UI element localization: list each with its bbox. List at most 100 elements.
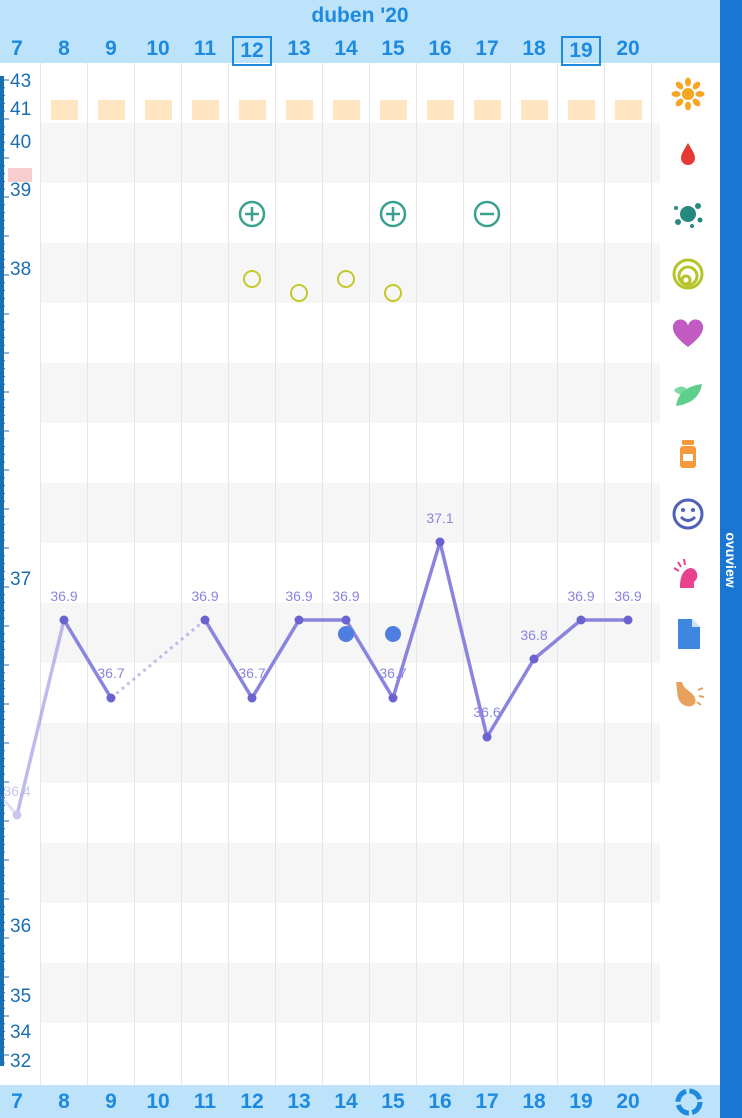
data-point — [200, 615, 210, 625]
footer-day-12[interactable]: 12 — [240, 1090, 264, 1113]
header-day-15[interactable]: 15 — [381, 37, 405, 60]
fertile-marker — [192, 100, 219, 120]
footer-day-16[interactable]: 16 — [428, 1090, 452, 1113]
splash-icon[interactable] — [670, 196, 706, 232]
sun-icon[interactable] — [670, 76, 706, 112]
header-day-18[interactable]: 18 — [522, 37, 546, 60]
header-day-11[interactable]: 11 — [193, 37, 217, 60]
fertile-marker — [568, 100, 595, 120]
fertile-marker — [286, 100, 313, 120]
data-point — [247, 693, 257, 703]
footer-day-11[interactable]: 11 — [193, 1090, 217, 1113]
footer-day-19[interactable]: 19 — [569, 1090, 593, 1113]
data-point — [59, 615, 69, 625]
data-point — [341, 615, 351, 625]
footer-day-14[interactable]: 14 — [334, 1090, 358, 1113]
data-label: 36.7 — [379, 665, 406, 681]
y-axis-label: 43 — [10, 71, 32, 92]
series-segment — [15, 618, 66, 817]
data-label: 36.9 — [567, 588, 594, 604]
fertile-marker — [333, 100, 360, 120]
header-day-20[interactable]: 20 — [616, 37, 640, 60]
y-axis-label: 37 — [10, 569, 32, 590]
concentric-rings-icon[interactable] — [670, 256, 706, 292]
y-axis-label: 36 — [10, 916, 32, 937]
footer-day-13[interactable]: 13 — [287, 1090, 311, 1113]
temperature-chart[interactable]: 36.4 36.9 36.7 36.9 36.7 36.9 36.9 36.7 37.1 36.6… — [0, 0, 720, 1118]
fertile-marker — [145, 100, 172, 120]
footer-day-10[interactable]: 10 — [146, 1090, 170, 1113]
test-positive-icon — [379, 200, 407, 228]
leaf-icon[interactable] — [670, 376, 706, 412]
data-point — [482, 732, 492, 742]
cervical-mark — [243, 270, 261, 288]
pill-bottle-icon[interactable] — [670, 436, 706, 472]
fertile-marker — [427, 100, 454, 120]
footer-day-18[interactable]: 18 — [522, 1090, 546, 1113]
fertile-marker — [380, 100, 407, 120]
cervical-mark — [337, 270, 355, 288]
series-segment — [250, 618, 301, 700]
month-label: duben '20 — [311, 4, 409, 27]
y-axis-label: 39 — [10, 180, 32, 201]
data-point — [576, 615, 586, 625]
breast-icon[interactable] — [670, 676, 706, 712]
footer-day-7[interactable]: 7 — [11, 1090, 23, 1113]
series-segment — [532, 618, 583, 661]
data-point — [529, 654, 539, 664]
data-label: 36.9 — [191, 588, 218, 604]
data-point — [106, 693, 116, 703]
y-axis-label: 41 — [10, 99, 32, 120]
series-segment — [62, 618, 113, 700]
y-axis-label: 38 — [10, 259, 32, 280]
header-day-16[interactable]: 16 — [428, 37, 452, 60]
headache-icon[interactable] — [670, 556, 706, 592]
day-gridlines — [40, 63, 652, 1085]
date-footer: 7 8 9 10 11 12 13 14 15 16 17 18 19 20 — [0, 1085, 720, 1118]
intercourse-marks — [338, 626, 401, 642]
header-day-7[interactable]: 7 — [11, 37, 23, 60]
temperature-series: 36.4 36.9 36.7 36.9 36.7 36.9 36.9 36.7 37.1 36.6… — [0, 510, 642, 820]
footer-day-9[interactable]: 9 — [105, 1090, 117, 1113]
header-day-10[interactable]: 10 — [146, 37, 170, 60]
data-point — [12, 810, 22, 820]
data-label: 36.9 — [614, 588, 641, 604]
footer-day-15[interactable]: 15 — [381, 1090, 405, 1113]
data-label: 36.8 — [520, 627, 547, 643]
data-label: 36.6 — [473, 704, 500, 720]
header-day-13[interactable]: 13 — [287, 37, 311, 60]
smiley-icon[interactable] — [670, 496, 706, 532]
footer-day-8[interactable]: 8 — [58, 1090, 70, 1113]
brand-sidebar: ovuview — [720, 0, 742, 1118]
footer-day-17[interactable]: 17 — [475, 1090, 499, 1113]
data-point — [435, 537, 445, 547]
header-day-17[interactable]: 17 — [475, 37, 499, 60]
brand-label: ovuview — [720, 510, 742, 610]
ovulation-tests — [238, 200, 501, 228]
fertile-marker — [615, 100, 642, 120]
y-axis-label: 40 — [10, 132, 32, 153]
data-label: 37.1 — [426, 510, 453, 526]
fertile-marker — [521, 100, 548, 120]
band-row — [40, 843, 660, 903]
header-day-14[interactable]: 14 — [334, 37, 358, 60]
data-label: 36.7 — [97, 665, 124, 681]
heart-icon[interactable] — [670, 316, 706, 352]
background-bands — [40, 123, 660, 1023]
temperature-axis — [0, 76, 32, 1066]
ovuview-logo-icon[interactable] — [673, 1086, 705, 1118]
intercourse-dot — [338, 626, 354, 642]
header-day-12[interactable]: 12 — [232, 36, 272, 66]
header-day-19[interactable]: 19 — [561, 36, 601, 66]
footer-day-20[interactable]: 20 — [616, 1090, 640, 1113]
header-day-8[interactable]: 8 — [58, 37, 70, 60]
test-negative-icon — [473, 200, 501, 228]
header-day-9[interactable]: 9 — [105, 37, 117, 60]
blood-drop-icon[interactable] — [670, 136, 706, 172]
series-segment — [438, 540, 489, 739]
cervical-mark — [290, 284, 308, 302]
data-label: 36.9 — [332, 588, 359, 604]
date-header: duben '20 7 8 9 10 11 12 13 14 15 16 17 18 19 20 — [0, 0, 720, 66]
document-icon[interactable] — [670, 616, 706, 652]
